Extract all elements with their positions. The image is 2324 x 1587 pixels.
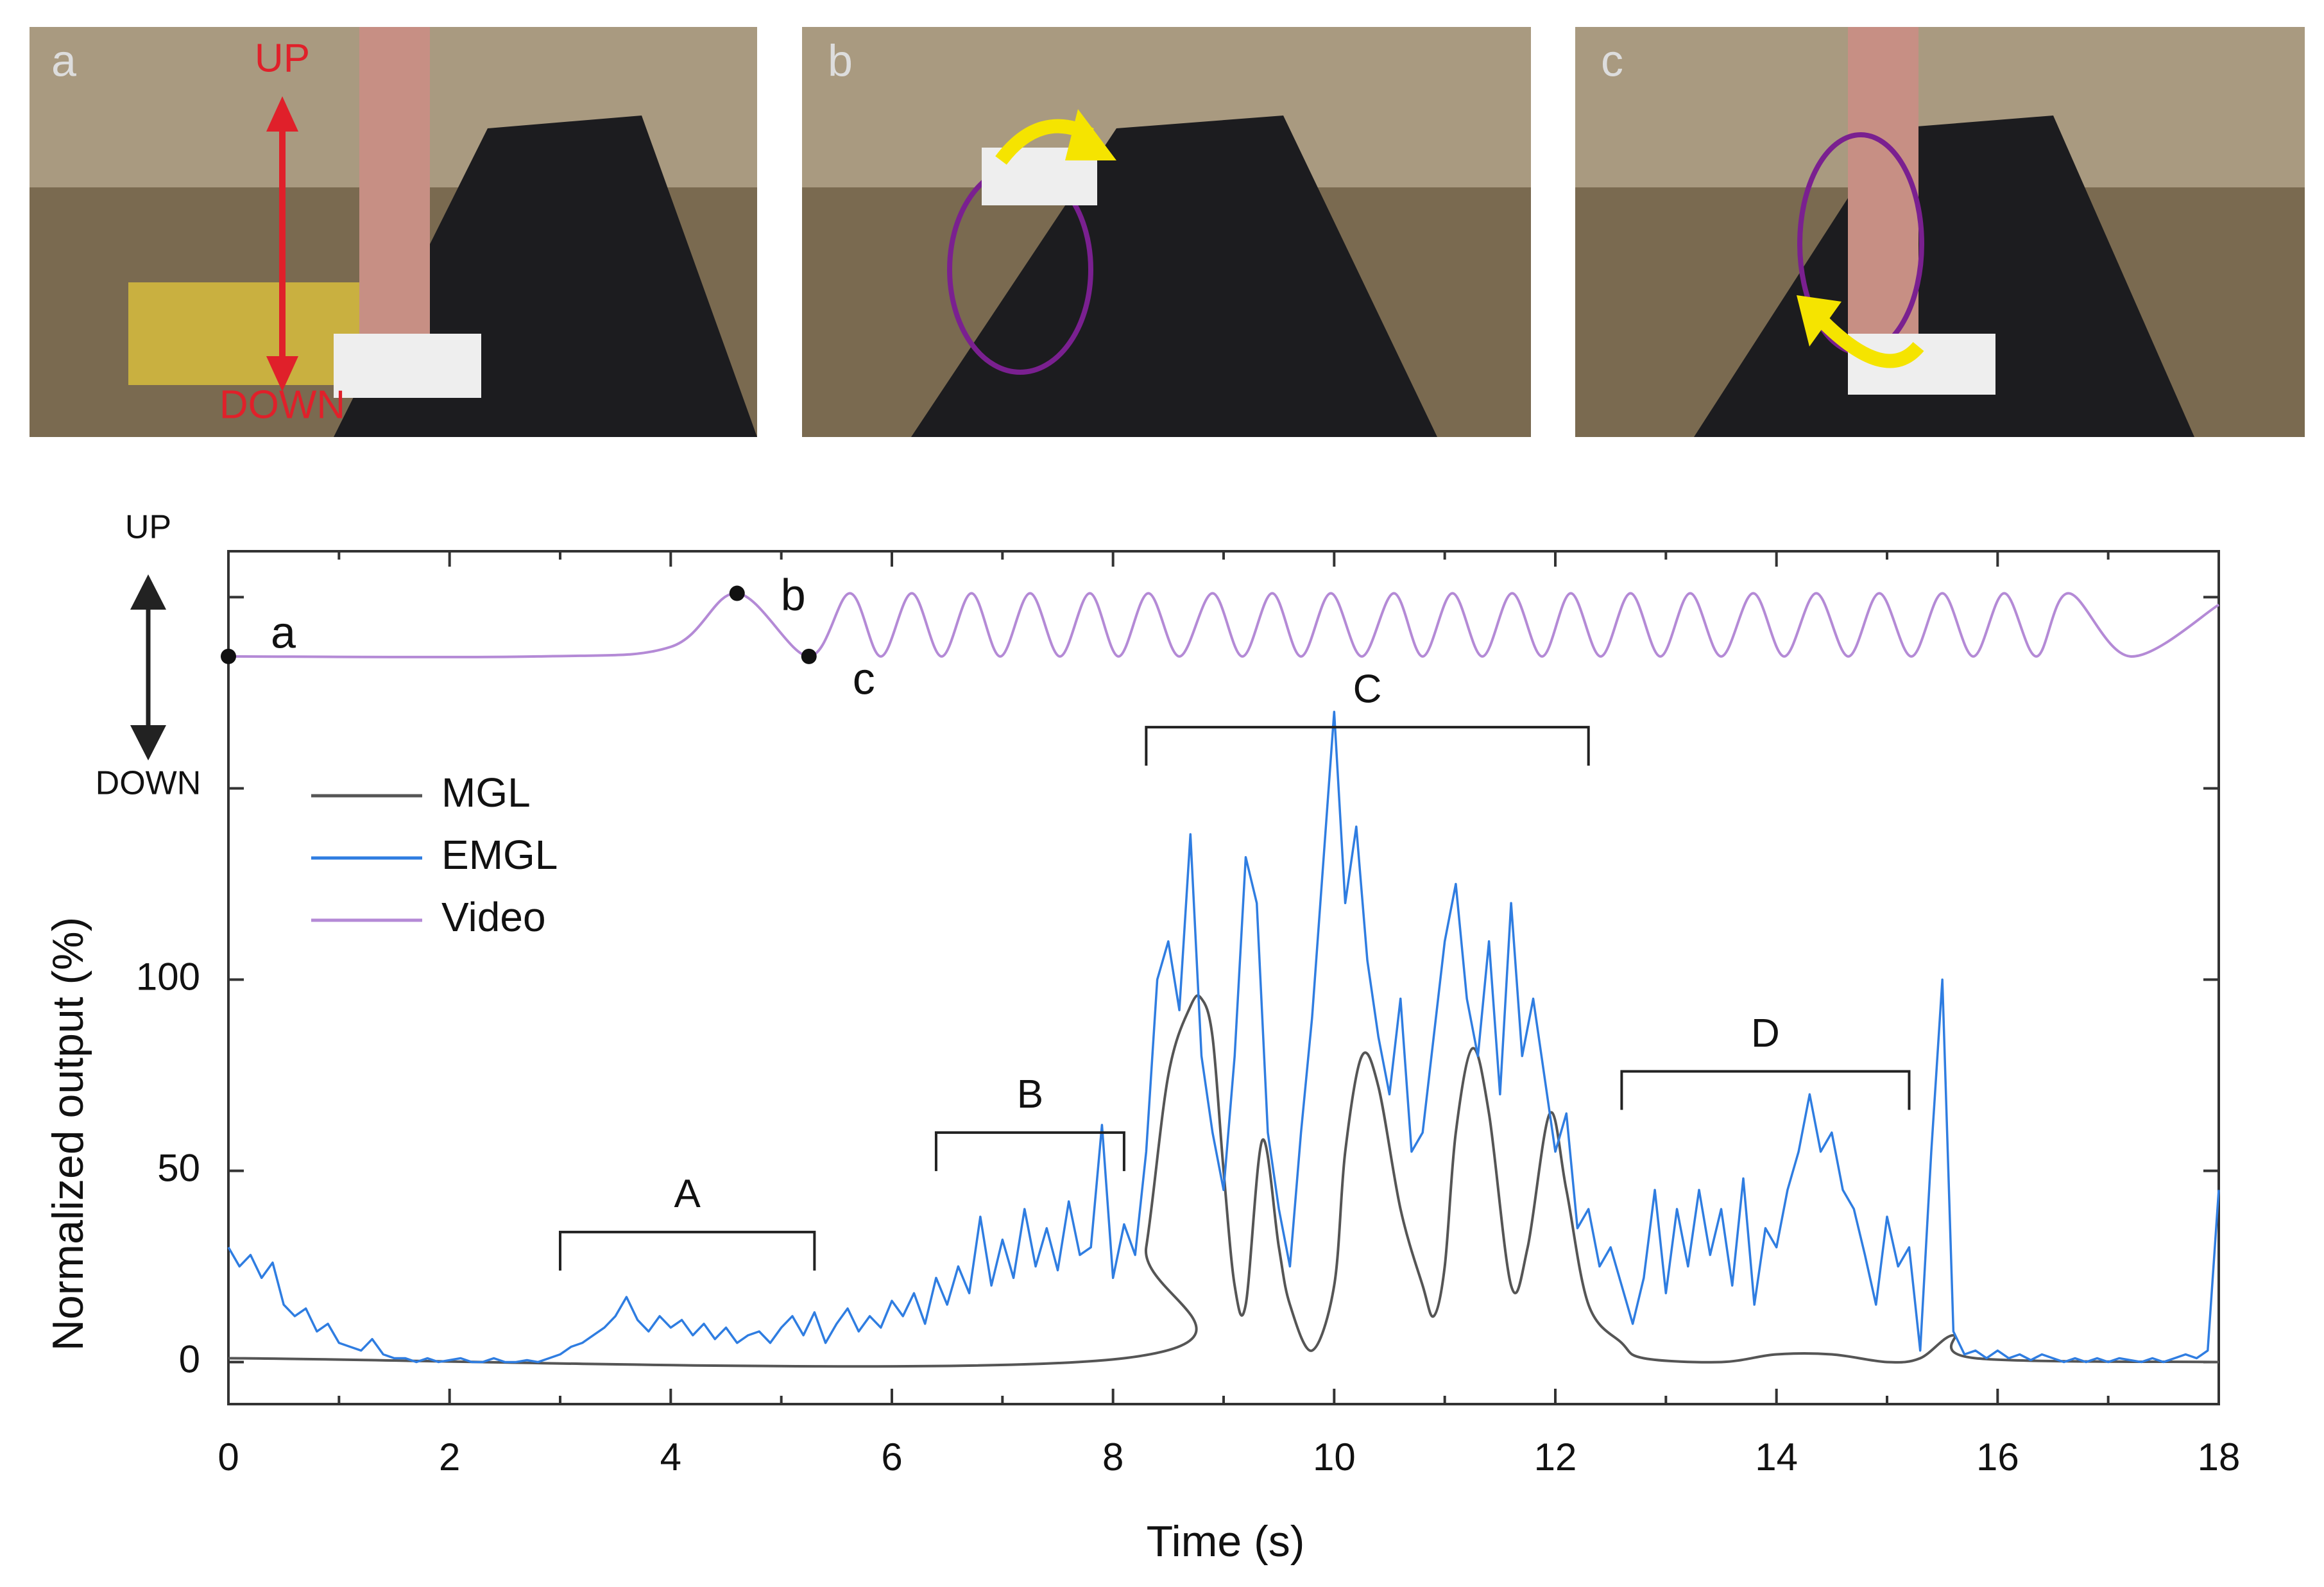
video-point-label: a — [271, 607, 296, 657]
x-axis-title: Time (s) — [1147, 1517, 1305, 1566]
x-tick-label: 4 — [660, 1436, 681, 1479]
x-tick-label: 6 — [881, 1436, 902, 1479]
photo-c: c — [1575, 27, 2305, 437]
photo-annotation: DOWN — [219, 382, 345, 427]
bracket-label: B — [1017, 1072, 1043, 1117]
video-point — [221, 648, 236, 664]
video-axis-arrow-head — [130, 574, 166, 610]
photo-arrow-head — [1065, 109, 1116, 160]
video-point-label: c — [853, 653, 875, 703]
photo-arrow-head — [266, 96, 298, 132]
photo-label: b — [828, 35, 853, 85]
bracket — [1145, 726, 1590, 766]
video-axis-arrow-head — [130, 725, 166, 760]
bracket — [1620, 1070, 1911, 1110]
photo-shoe — [334, 334, 481, 398]
photo-leg — [1848, 27, 1918, 348]
photo-arrow — [1817, 316, 1924, 368]
video-point-label: b — [781, 570, 806, 620]
bracket-label: D — [1751, 1011, 1780, 1056]
x-tick-label: 0 — [218, 1436, 239, 1479]
x-tick-label: 8 — [1102, 1436, 1124, 1479]
bracket-label: C — [1353, 667, 1382, 712]
photo-label: c — [1601, 35, 1623, 85]
y-tick-label: 50 — [157, 1146, 200, 1189]
x-tick-label: 14 — [1755, 1436, 1798, 1479]
bracket — [559, 1230, 816, 1271]
bracket — [934, 1131, 1125, 1171]
series-line — [228, 994, 2219, 1368]
x-tick-label: 2 — [439, 1436, 460, 1479]
photo-annotation: UP — [255, 36, 310, 80]
video-axis-label: DOWN — [96, 765, 201, 802]
photo-shoe — [1848, 334, 1995, 395]
x-tick-label: 16 — [1976, 1436, 2019, 1479]
y-axis-title: Normalized output (%) — [44, 917, 92, 1351]
photo-label: a — [51, 35, 76, 85]
legend-label: EMGL — [441, 832, 558, 878]
bracket-label: A — [674, 1172, 701, 1216]
photo-arrow-head — [1797, 295, 1841, 347]
x-tick-label: 12 — [1534, 1436, 1577, 1479]
photo-leg — [359, 27, 430, 348]
photo-machine — [911, 116, 1437, 437]
photo-a: a UP DOWN — [30, 27, 757, 437]
photo-b: b — [802, 27, 1531, 437]
video-axis-label: UP — [125, 509, 171, 546]
x-tick-label: 18 — [2198, 1436, 2241, 1479]
series-line — [228, 592, 2220, 658]
video-point — [729, 585, 745, 601]
video-point — [801, 648, 817, 664]
y-tick-label: 100 — [136, 955, 200, 998]
legend-label: Video — [441, 894, 546, 940]
plot-frame — [227, 550, 2220, 1405]
y-tick-label: 0 — [179, 1337, 200, 1380]
legend-label: MGL — [441, 769, 531, 816]
photo-machine — [1694, 116, 2194, 437]
x-tick-label: 10 — [1313, 1436, 1356, 1479]
photo-arrow-head — [266, 356, 298, 391]
series-line — [227, 710, 2220, 1364]
